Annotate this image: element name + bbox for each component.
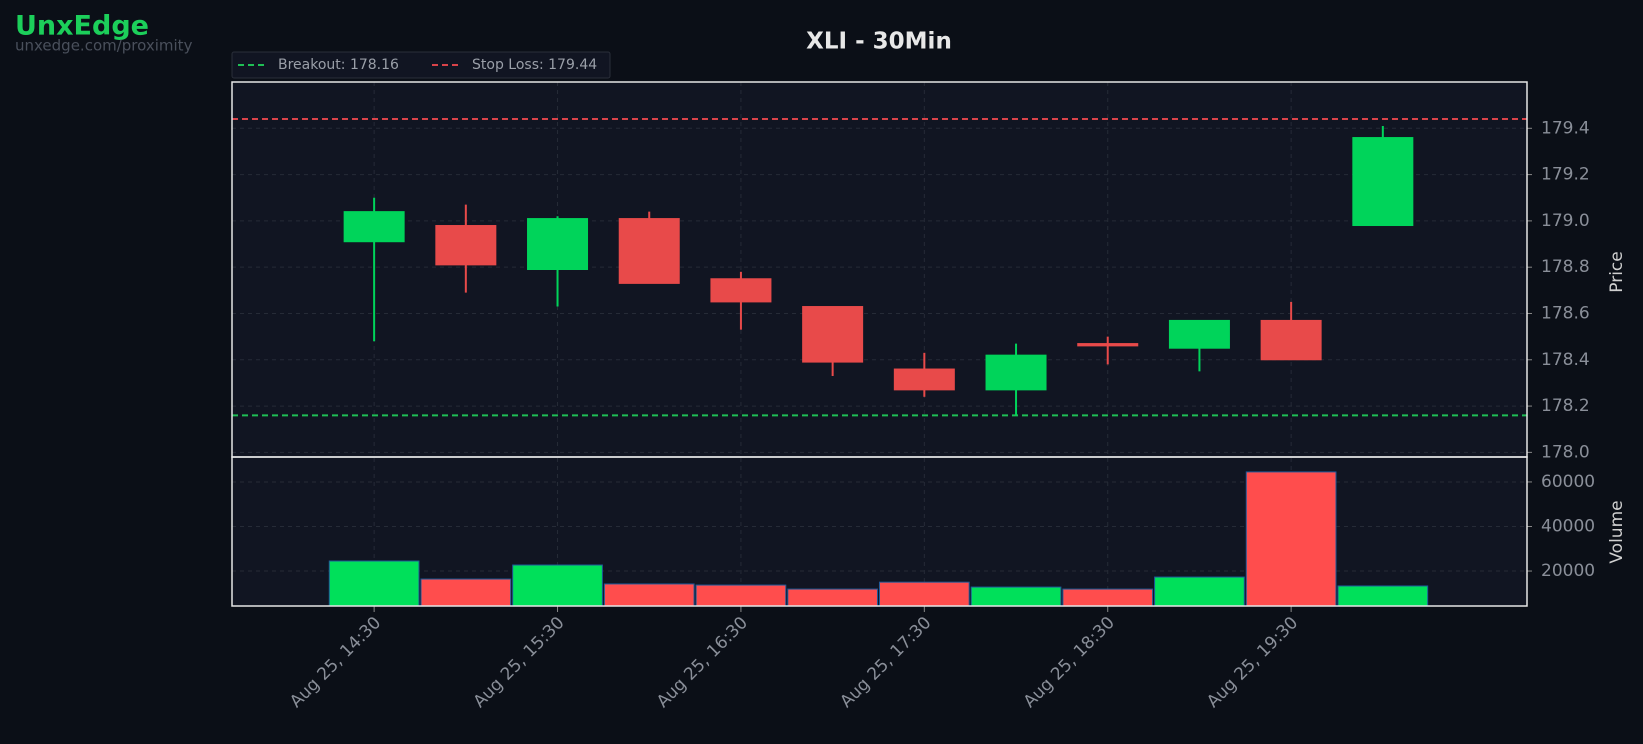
y-tick-label: 179.4 [1541, 118, 1590, 138]
y-tick-label: 20000 [1541, 561, 1595, 581]
candle-body [802, 306, 864, 363]
brand: UnxEdge [15, 11, 149, 42]
candle-body [985, 354, 1047, 391]
y-tick-label: 178.6 [1541, 303, 1590, 323]
y-tick-label: 178.2 [1541, 396, 1590, 416]
y-tick-label: 178.4 [1541, 350, 1590, 370]
candle-body [343, 211, 405, 243]
volume-axis-label: Volume [1607, 500, 1627, 563]
y-axis-label: Price [1607, 251, 1627, 292]
legend-label: Breakout: 178.16 [278, 57, 399, 73]
y-tick-label: 40000 [1541, 516, 1595, 536]
volume-bar [1154, 576, 1245, 607]
candle-body [1352, 137, 1414, 227]
chart-title: XLI - 30Min [806, 29, 952, 55]
candle-body [618, 218, 680, 284]
volume-bar [970, 586, 1062, 607]
plot-layer: 178.0 178.2 178.4 178.6 178.8 179.0 179.2 179.4… [232, 82, 1595, 712]
candle-body [527, 218, 589, 271]
volume-bar [695, 584, 787, 607]
volume-bar [1062, 588, 1154, 607]
y-tick-label: 178.8 [1541, 257, 1590, 277]
volume-bar [878, 581, 970, 607]
legend-label: Stop Loss: 179.44 [472, 57, 597, 73]
candle-body [710, 278, 772, 303]
volume-bar [1245, 471, 1337, 607]
volume-bar [787, 588, 878, 607]
price-panel [232, 82, 1527, 457]
candle-body [1077, 343, 1139, 347]
y-tick-label: 60000 [1541, 472, 1595, 492]
y-tick-label: 179.2 [1541, 165, 1590, 185]
candle-body [1260, 319, 1322, 361]
brand-url: unxedge.com/proximity [15, 37, 193, 55]
y-tick-label: 178.0 [1541, 442, 1590, 462]
volume-bar [603, 583, 695, 607]
volume-bar [328, 560, 420, 607]
volume-bar [1337, 585, 1429, 607]
volume-bar [420, 578, 512, 607]
candle-body [435, 225, 497, 266]
y-tick-label: 179.0 [1541, 211, 1590, 231]
volume-frame [231, 456, 1528, 607]
candle-body [1168, 319, 1230, 349]
candle-body [893, 368, 955, 391]
volume-bar [512, 564, 603, 607]
legend-box [231, 51, 611, 79]
